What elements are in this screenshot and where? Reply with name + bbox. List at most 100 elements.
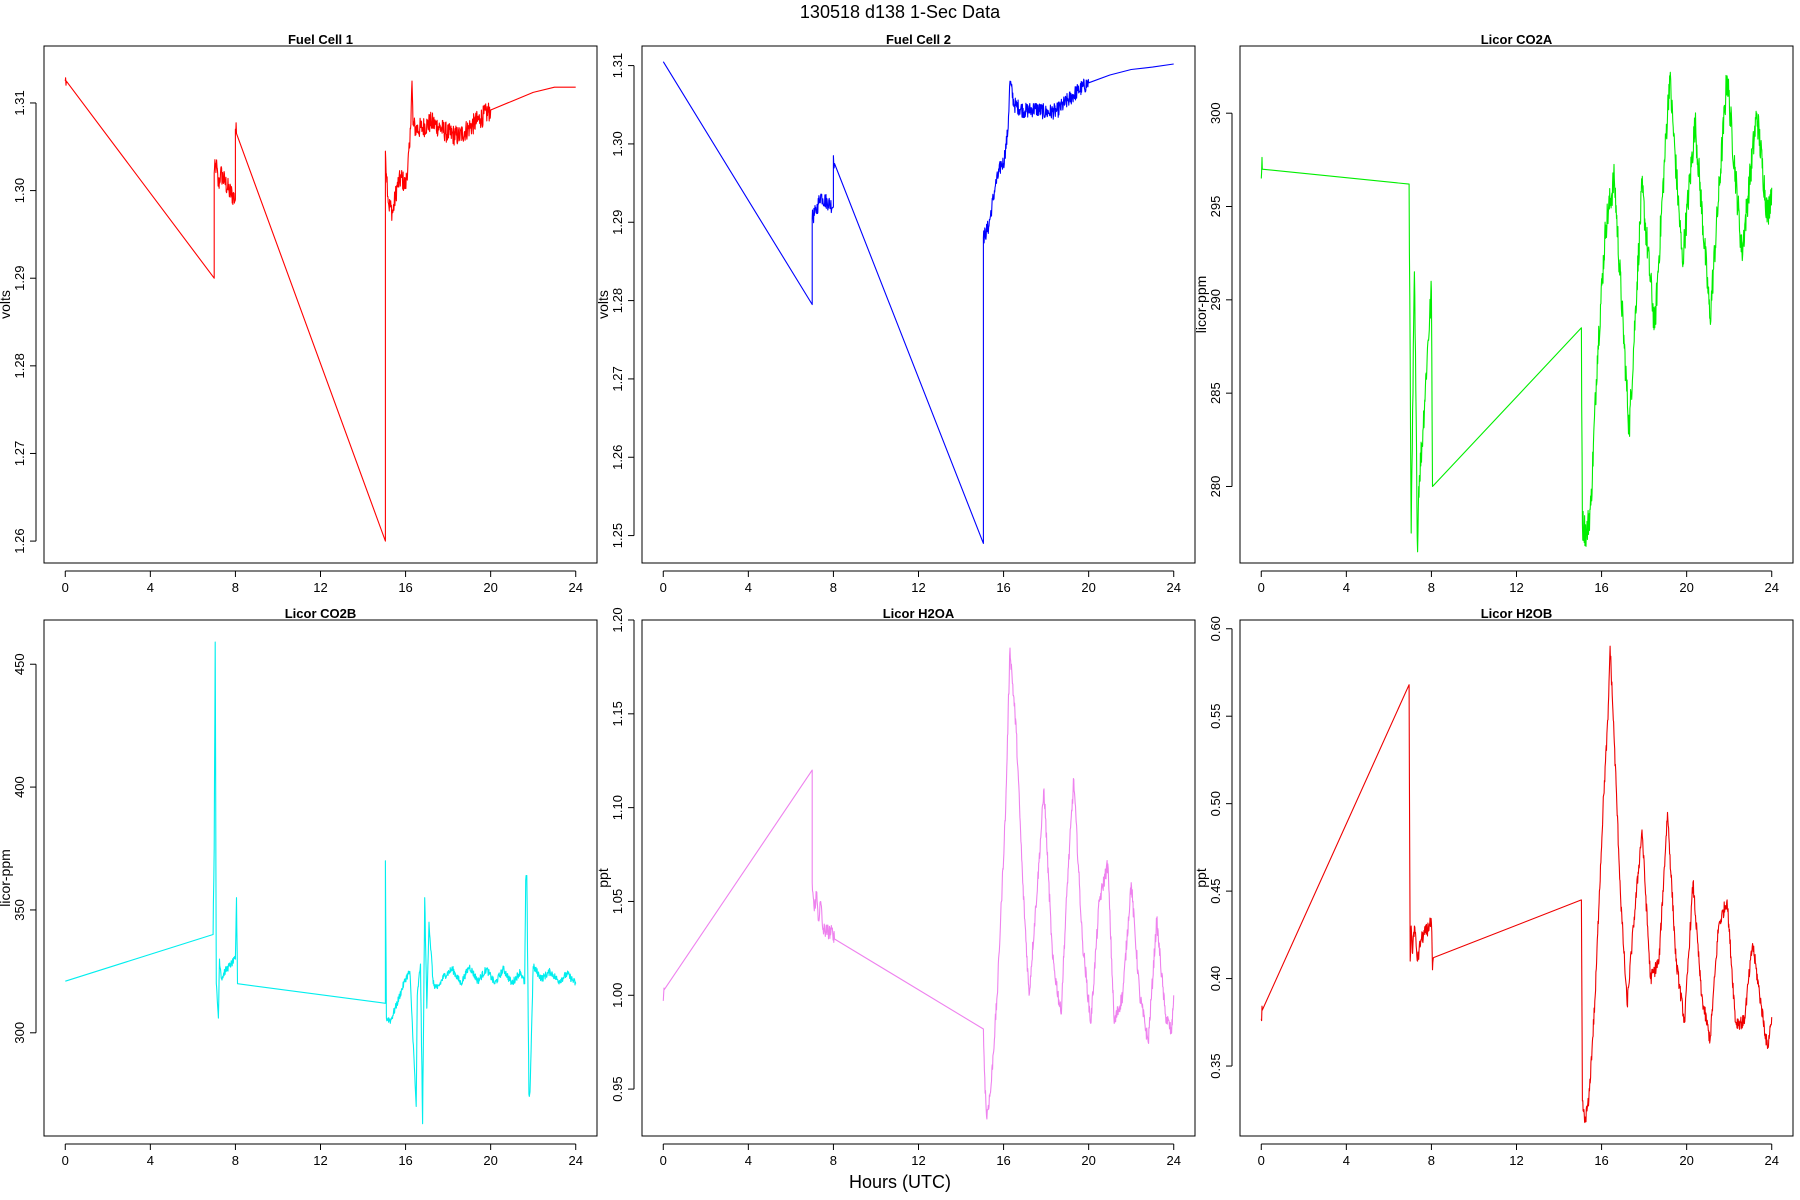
x-tick-label: 4 <box>147 580 154 595</box>
x-tick-label: 4 <box>745 1153 752 1168</box>
panel-title: Fuel Cell 1 <box>288 32 353 47</box>
x-tick-label: 16 <box>1594 580 1608 595</box>
y-axis-label: volts <box>0 290 13 319</box>
x-tick-label: 16 <box>398 580 412 595</box>
x-tick-label: 4 <box>1343 1153 1350 1168</box>
x-tick-label: 12 <box>1509 1153 1523 1168</box>
y-tick-label: 0.55 <box>1208 704 1223 729</box>
y-tick-label: 0.35 <box>1208 1053 1223 1078</box>
chart-panel: Licor H2OB ppt 0 4 8 12 16 20 24 0.35 0.40 0.45 0.50… <box>1193 606 1794 1168</box>
x-tick-label: 24 <box>1166 580 1180 595</box>
x-tick-label: 12 <box>1509 580 1523 595</box>
x-tick-label: 16 <box>398 1153 412 1168</box>
y-tick-label: 0.40 <box>1208 966 1223 991</box>
panel-title: Licor H2OB <box>1481 606 1553 621</box>
y-tick-label: 295 <box>1208 196 1223 218</box>
x-tick-label: 24 <box>568 1153 582 1168</box>
y-tick-label: 1.27 <box>610 366 625 391</box>
y-tick-label: 1.29 <box>610 210 625 235</box>
y-tick-label: 0.60 <box>1208 616 1223 641</box>
plot-frame <box>1239 619 1794 1137</box>
chart-panel: Licor CO2A licor-ppm 0 4 8 12 16 20 24 280 285 290 2… <box>1193 32 1794 595</box>
y-tick-label: 1.26 <box>12 528 27 553</box>
x-tick-label: 16 <box>996 1153 1010 1168</box>
x-tick-label: 20 <box>1679 1153 1693 1168</box>
x-tick-label: 24 <box>1166 1153 1180 1168</box>
y-tick-label: 400 <box>12 776 27 798</box>
plot-frame <box>43 45 598 564</box>
plot-frame <box>641 619 1196 1137</box>
y-axis-label: licor-ppm <box>1193 276 1209 334</box>
y-tick-label: 1.30 <box>610 131 625 156</box>
y-tick-label: 285 <box>1208 382 1223 404</box>
y-axis-label: volts <box>595 290 611 319</box>
y-tick-label: 1.15 <box>610 701 625 726</box>
x-tick-label: 12 <box>911 1153 925 1168</box>
x-tick-label: 20 <box>483 580 497 595</box>
plot-frame <box>641 45 1196 564</box>
x-tick-label: 0 <box>660 580 667 595</box>
y-tick-label: 1.20 <box>610 607 625 632</box>
series-line <box>64 77 576 542</box>
panel-grid: Fuel Cell 1 volts 0 4 8 12 16 20 24 1.26 1.27 1.28 1… <box>0 32 1794 1168</box>
x-tick-label: 8 <box>232 1153 239 1168</box>
x-tick-label: 4 <box>745 580 752 595</box>
x-tick-label: 24 <box>1764 1153 1778 1168</box>
x-tick-label: 20 <box>483 1153 497 1168</box>
y-tick-label: 1.10 <box>610 795 625 820</box>
x-tick-label: 20 <box>1081 1153 1095 1168</box>
y-tick-label: 1.27 <box>12 441 27 466</box>
y-tick-label: 1.31 <box>610 53 625 78</box>
y-tick-label: 0.95 <box>610 1076 625 1101</box>
x-tick-label: 8 <box>1428 1153 1435 1168</box>
x-tick-label: 24 <box>1764 580 1778 595</box>
x-tick-label: 0 <box>660 1153 667 1168</box>
chart-panel: Fuel Cell 1 volts 0 4 8 12 16 20 24 1.26 1.27 1.28 1… <box>0 32 598 595</box>
chart-panel: Fuel Cell 2 volts 0 4 8 12 16 20 24 1.25 1.26 1.27 1… <box>595 32 1196 595</box>
x-tick-label: 16 <box>1594 1153 1608 1168</box>
y-tick-label: 1.28 <box>610 288 625 313</box>
x-tick-label: 8 <box>830 1153 837 1168</box>
plot-frame <box>43 619 598 1137</box>
plot-frame <box>1239 45 1794 564</box>
x-tick-label: 4 <box>147 1153 154 1168</box>
y-tick-label: 1.31 <box>12 90 27 115</box>
figure-title: 130518 d138 1-Sec Data <box>800 2 1001 22</box>
y-axis-label: ppt <box>1193 868 1209 888</box>
x-tick-label: 12 <box>911 580 925 595</box>
x-tick-label: 0 <box>62 1153 69 1168</box>
x-tick-label: 12 <box>313 1153 327 1168</box>
y-tick-label: 1.05 <box>610 889 625 914</box>
y-tick-label: 1.26 <box>610 445 625 470</box>
y-tick-label: 0.50 <box>1208 791 1223 816</box>
x-tick-label: 12 <box>313 580 327 595</box>
x-tick-label: 8 <box>830 580 837 595</box>
y-tick-label: 1.30 <box>12 178 27 203</box>
x-tick-label: 4 <box>1343 580 1350 595</box>
panel-title: Licor CO2B <box>285 606 357 621</box>
x-tick-label: 0 <box>62 580 69 595</box>
series-line <box>662 61 1174 544</box>
x-tick-label: 20 <box>1081 580 1095 595</box>
panel-title: Fuel Cell 2 <box>886 32 951 47</box>
x-tick-label: 0 <box>1258 1153 1265 1168</box>
series-line <box>1260 71 1773 553</box>
series-line <box>1260 645 1773 1124</box>
panel-title: Licor CO2A <box>1481 32 1553 47</box>
x-tick-label: 8 <box>1428 580 1435 595</box>
x-tick-label: 0 <box>1258 580 1265 595</box>
x-tick-label: 24 <box>568 580 582 595</box>
y-tick-label: 300 <box>12 1022 27 1044</box>
series-line <box>662 647 1175 1120</box>
figure-xlabel: Hours (UTC) <box>849 1172 951 1192</box>
chart-panel: Licor H2OA ppt 0 4 8 12 16 20 24 0.95 1.00 1.05 1.10… <box>595 606 1196 1168</box>
y-axis-label: licor-ppm <box>0 849 13 907</box>
y-axis-label: ppt <box>595 868 611 888</box>
x-tick-label: 8 <box>232 580 239 595</box>
y-tick-label: 1.25 <box>610 523 625 548</box>
y-tick-label: 1.00 <box>610 983 625 1008</box>
panel-title: Licor H2OA <box>883 606 955 621</box>
y-tick-label: 1.29 <box>12 266 27 291</box>
y-tick-label: 1.28 <box>12 353 27 378</box>
